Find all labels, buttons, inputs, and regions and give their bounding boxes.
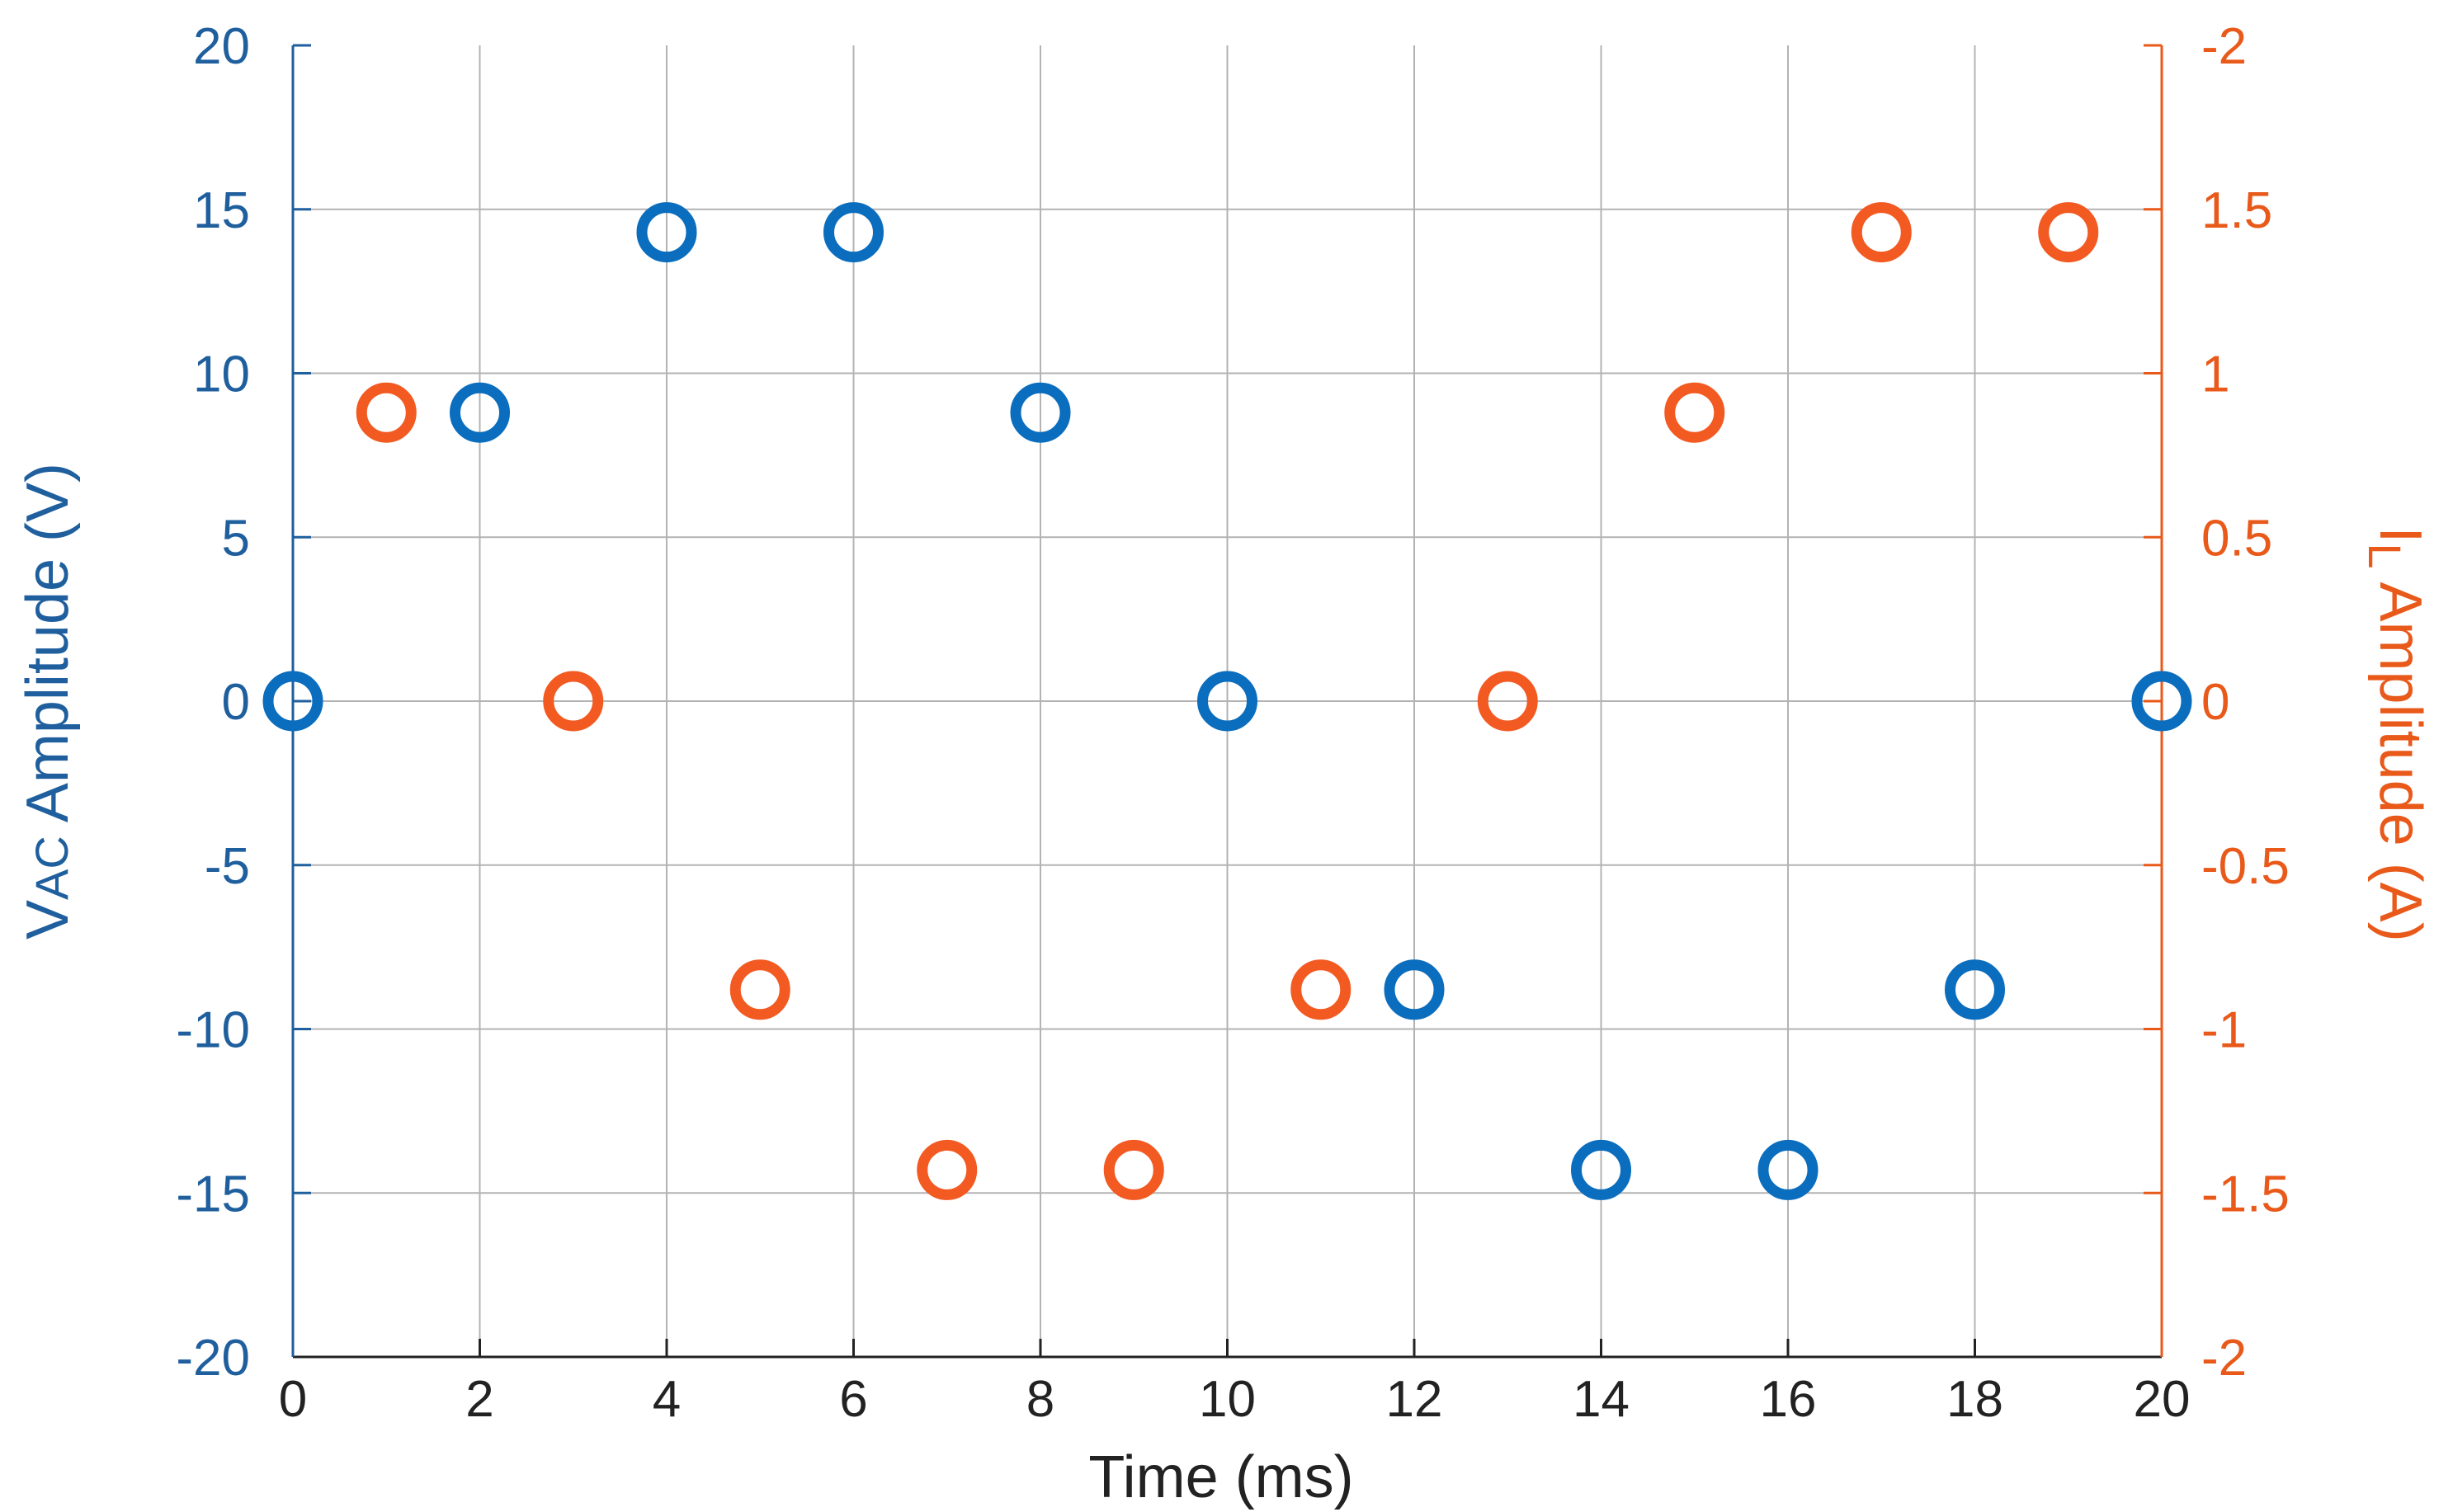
vac-data-point	[636, 202, 697, 263]
left-y-tick-label: -5	[205, 838, 250, 895]
left-y-tick-label: 10	[193, 346, 250, 403]
data-points	[262, 202, 2192, 1200]
right-y-tick-label: 1	[2201, 346, 2229, 403]
il-data-point	[917, 1139, 978, 1200]
right-y-tick-label: 1.5	[2201, 182, 2272, 239]
x-tick-label: 18	[1946, 1371, 2003, 1428]
x-tick-label: 4	[653, 1371, 681, 1428]
left-y-tick-label: 5	[222, 510, 250, 567]
grid-lines	[293, 45, 2162, 1357]
x-tick-label: 10	[1199, 1371, 1256, 1428]
x-tick-label: 2	[465, 1371, 493, 1428]
il-data-point	[2038, 202, 2099, 263]
left-y-tick-label: 0	[222, 674, 250, 731]
right-y-title-sub: L	[2359, 543, 2411, 568]
x-tick-label: 14	[1573, 1371, 1630, 1428]
il-data-point	[543, 671, 604, 732]
vac-data-point	[1945, 959, 2005, 1020]
vac-data-point	[1571, 1139, 1631, 1200]
axes	[291, 44, 2163, 1359]
il-data-point	[1664, 382, 1725, 443]
il-data-point	[356, 382, 417, 443]
left-y-title-sub: AC	[26, 836, 78, 900]
right-y-tick-label: -2	[2201, 18, 2247, 75]
il-data-point	[1477, 671, 1538, 732]
x-tick-label: 6	[839, 1371, 867, 1428]
il-data-point	[1851, 202, 1912, 263]
left-y-tick-labels: 20 15 10 5 0 -5 -10 -15 -20	[176, 18, 250, 1387]
x-tick-label: 20	[2134, 1371, 2191, 1428]
left-y-tick-label: -20	[176, 1330, 250, 1387]
vac-data-point	[1757, 1139, 1819, 1200]
right-y-title-rest: Amplitude (A)	[2367, 568, 2433, 941]
right-y-title-main: I	[2367, 526, 2433, 543]
left-y-tick-label: 20	[193, 18, 250, 75]
vac-data-point	[823, 202, 884, 263]
right-y-tick-label: 0	[2201, 674, 2229, 731]
right-y-tick-label: -1.5	[2201, 1166, 2290, 1222]
right-y-tick-label: -2	[2201, 1330, 2247, 1387]
left-y-tick-label: -15	[176, 1166, 250, 1222]
left-y-axis-title: VAC Amplitude (V)	[15, 463, 81, 940]
right-y-tick-label: -1	[2201, 1002, 2247, 1059]
x-tick-labels: 0 2 4 6 8 10 12 14 16 18 20	[279, 1371, 2191, 1428]
il-data-point	[729, 959, 790, 1020]
right-y-tick-label: -0.5	[2201, 838, 2290, 895]
x-axis-title: Time (ms)	[1088, 1444, 1353, 1510]
il-data-point	[1290, 959, 1352, 1020]
vac-data-point	[2131, 671, 2192, 732]
right-y-axis-title: IL Amplitude (A)	[2359, 526, 2433, 941]
left-y-title-rest: Amplitude (V)	[15, 463, 81, 836]
vac-data-point	[1010, 382, 1071, 443]
vac-data-point	[262, 671, 323, 732]
left-y-tick-label: -10	[176, 1002, 250, 1059]
x-tick-label: 12	[1386, 1371, 1443, 1428]
right-y-tick-labels: -2 1.5 1 0.5 0 -0.5 -1 -1.5 -2	[2201, 18, 2290, 1387]
vac-data-point	[1197, 671, 1257, 732]
left-y-title-main: V	[15, 900, 81, 940]
left-y-tick-label: 15	[193, 182, 250, 239]
x-tick-label: 16	[1760, 1371, 1817, 1428]
vac-data-point	[450, 382, 510, 443]
vac-data-point	[1384, 959, 1445, 1020]
right-y-tick-label: 0.5	[2201, 510, 2272, 567]
il-data-point	[1103, 1139, 1164, 1200]
x-tick-label: 8	[1026, 1371, 1054, 1428]
x-tick-label: 0	[279, 1371, 307, 1428]
